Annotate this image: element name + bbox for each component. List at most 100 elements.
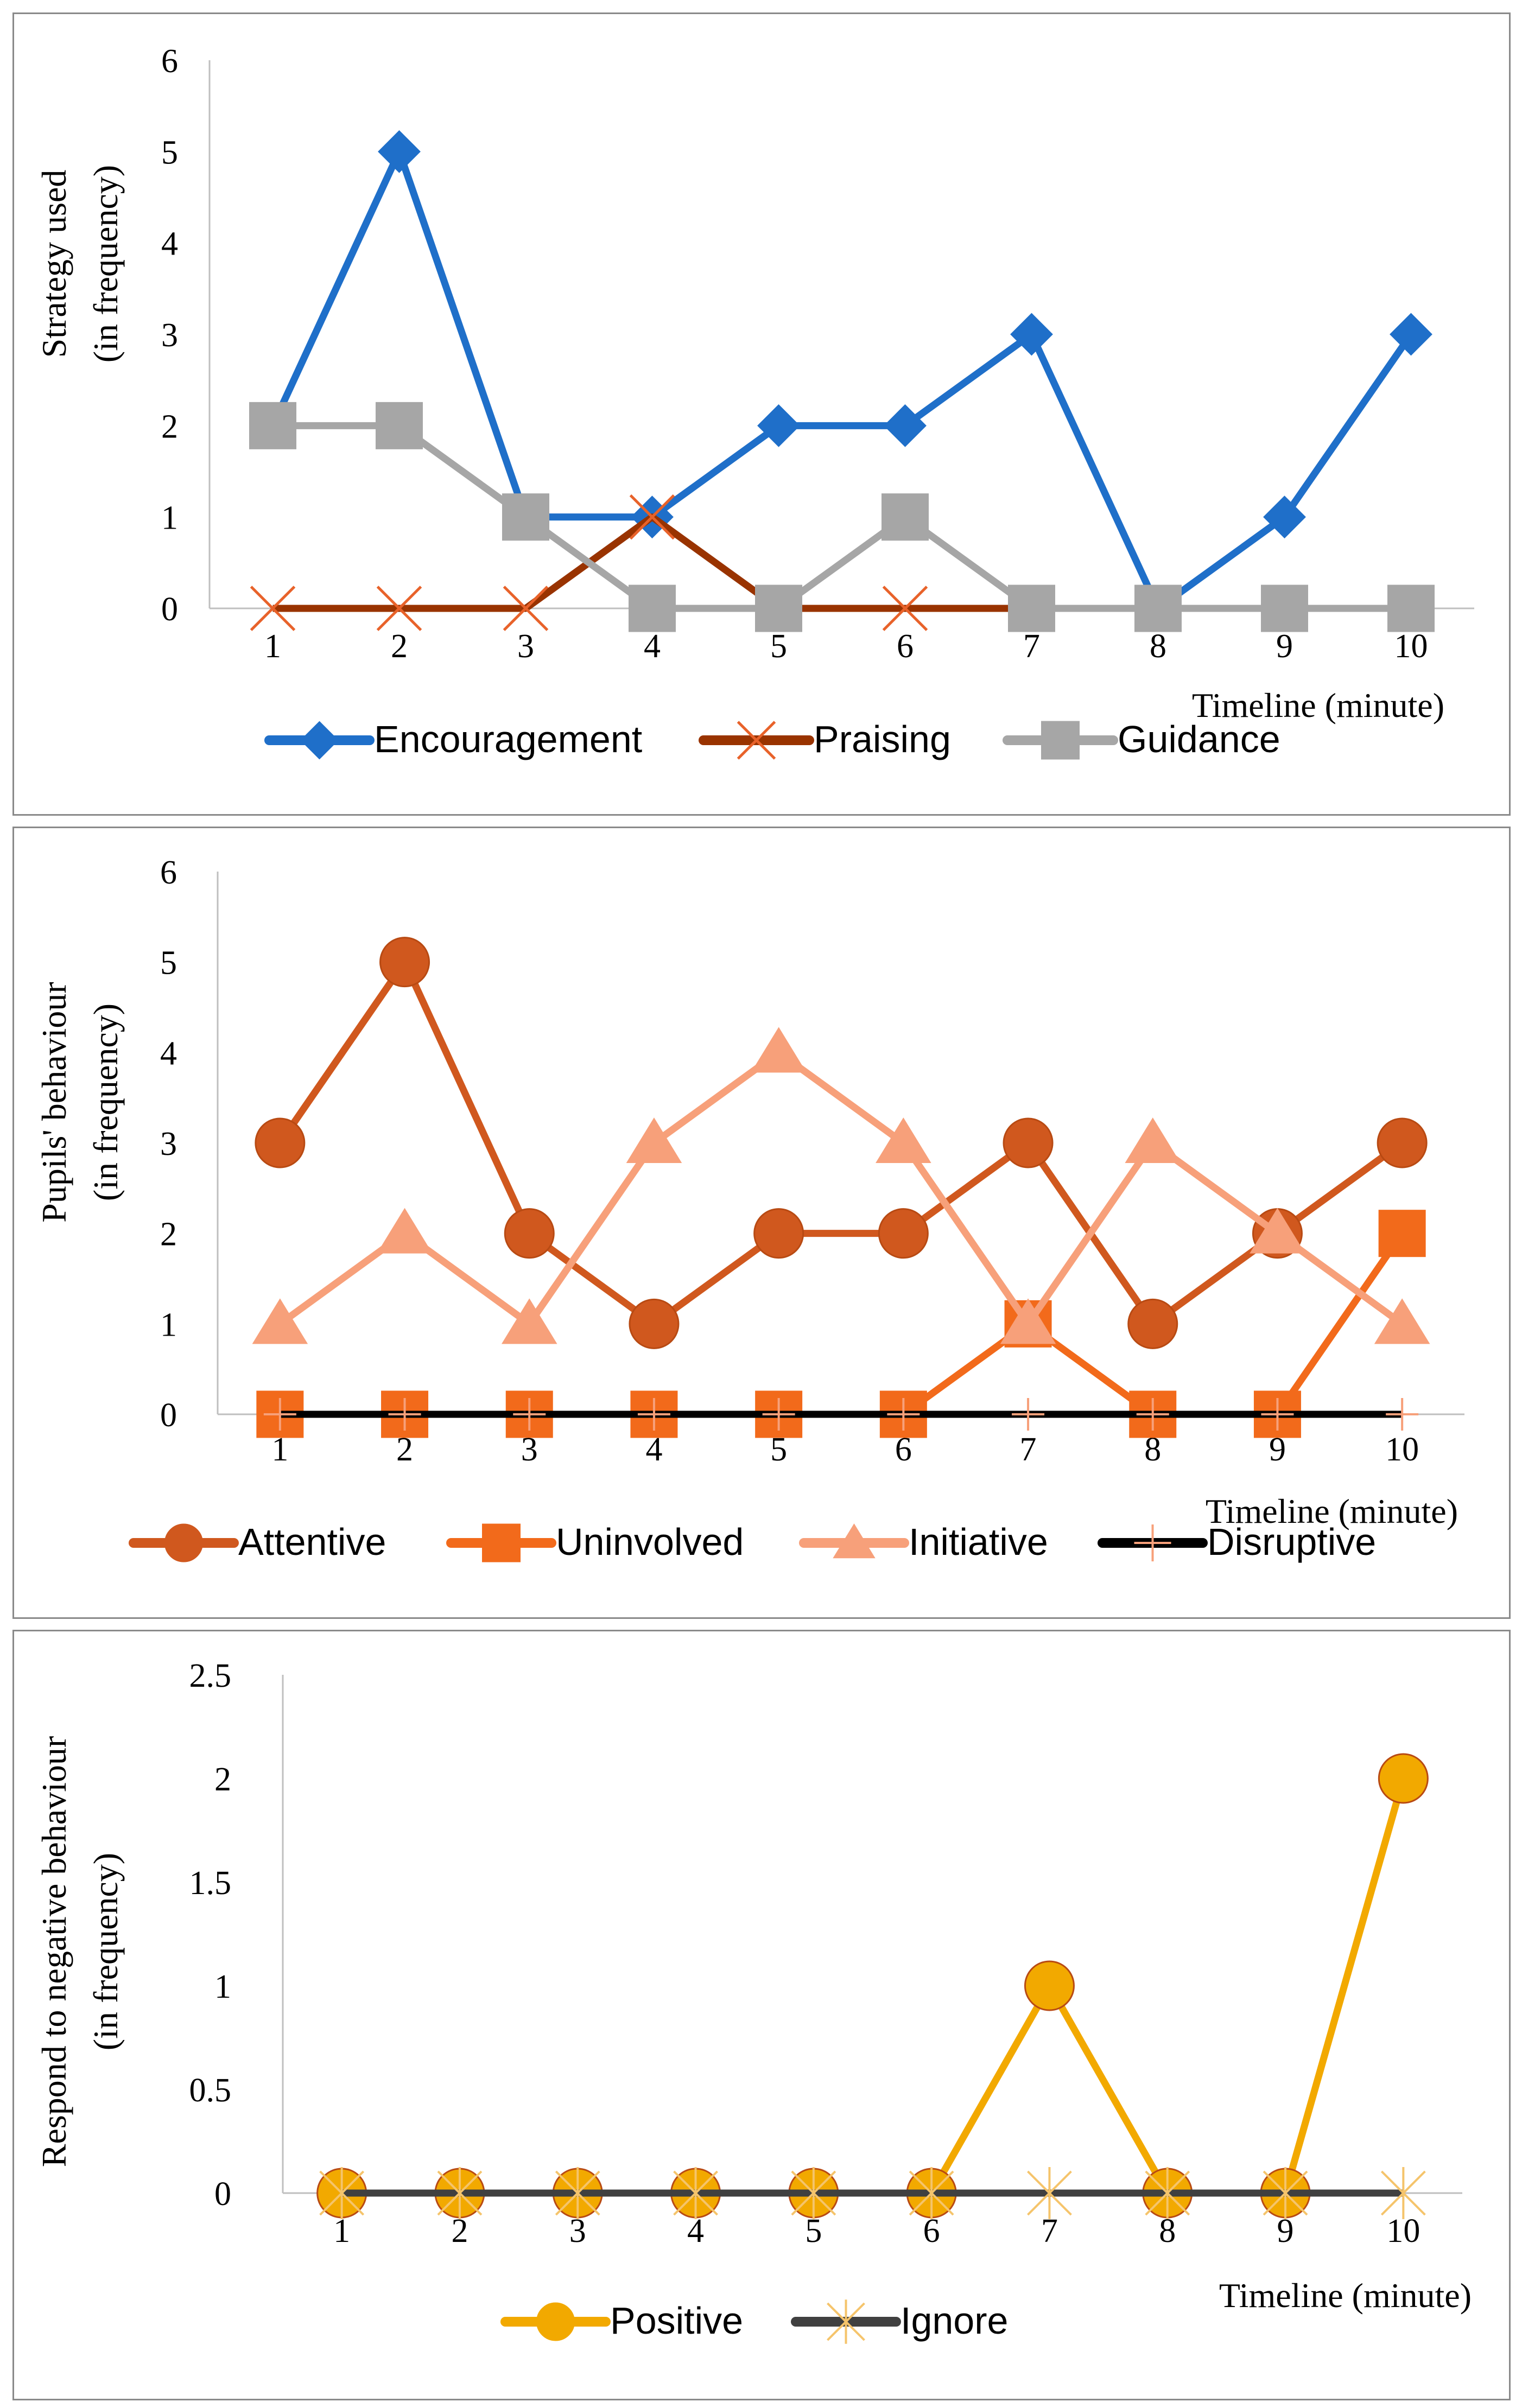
series-line-uninvolved — [280, 1231, 1405, 1418]
data-point-encouragement — [1390, 313, 1432, 356]
legend: Positive Ignore — [500, 2299, 1008, 2344]
data-point-initiative — [252, 1298, 308, 1344]
data-point-ignore — [319, 2167, 365, 2219]
data-point-disruptive — [1261, 1398, 1294, 1431]
y-tick-label: 0 — [161, 591, 178, 628]
series-guidance — [249, 402, 1435, 632]
data-point-disruptive — [1136, 1398, 1169, 1431]
data-point-guidance — [502, 493, 549, 541]
data-point-initiative — [377, 1208, 433, 1254]
data-point-initiative — [876, 1117, 931, 1163]
data-point-ignore — [909, 2167, 954, 2219]
data-point-initiative — [1000, 1298, 1056, 1344]
pupils-behaviour-chart-panel: 0 1 2 3 4 5 6 1 2 3 4 5 6 7 8 9 10 Timeline (minute) Pupil… — [12, 827, 1511, 1619]
x-axis-title: Timeline (minute) — [1206, 1492, 1458, 1530]
data-point-ignore — [1145, 2167, 1190, 2219]
x-tick-label: 5 — [770, 628, 787, 665]
legend-marker — [1041, 721, 1080, 760]
y-axis-title: Respond to negative behaviour — [35, 1736, 73, 2167]
legend: Encouragement Praising Guidance — [264, 718, 1280, 760]
series-line-positive — [341, 1777, 1407, 2197]
data-point-initiative — [626, 1117, 682, 1163]
legend-marker — [737, 721, 776, 760]
y-axis-title-line2: (in frequency) — [86, 165, 125, 363]
data-point-attentive — [753, 1208, 804, 1259]
data-point-attentive — [255, 1117, 306, 1168]
data-point-disruptive — [762, 1398, 795, 1431]
data-point-disruptive — [887, 1398, 920, 1431]
legend-item-ignore: Ignore — [791, 2299, 1008, 2344]
data-point-attentive — [504, 1208, 555, 1259]
series-line-guidance — [272, 422, 1411, 612]
data-point-guidance — [882, 493, 929, 541]
x-tick-label: 7 — [1020, 1431, 1037, 1468]
data-point-praising — [376, 586, 422, 631]
legend-marker — [833, 1523, 876, 1559]
data-point-disruptive — [1012, 1398, 1045, 1431]
x-tick-label: 4 — [644, 628, 661, 665]
y-tick-label: 2 — [160, 1216, 177, 1253]
legend: Attentive Uninvolved Initiative Disruptive — [129, 1521, 1376, 1563]
legend-item-uninvolved: Uninvolved — [446, 1521, 744, 1563]
data-point-attentive — [878, 1208, 929, 1259]
y-tick-label: 1.5 — [189, 1865, 232, 1902]
legend-label: Initiative — [909, 1521, 1048, 1563]
data-point-attentive — [379, 937, 430, 988]
data-point-attentive — [1003, 1117, 1054, 1168]
data-point-ignore — [1027, 2167, 1072, 2219]
data-point-uninvolved — [1378, 1210, 1426, 1257]
series-line-initiative — [278, 1049, 1404, 1327]
legend-label: Encouragement — [374, 718, 642, 760]
legend-label: Uninvolved — [556, 1521, 744, 1563]
data-point-disruptive — [637, 1398, 670, 1431]
series-disruptive — [263, 1398, 1419, 1431]
legend-marker — [827, 2299, 865, 2344]
legend-item-initiative: Initiative — [799, 1521, 1048, 1563]
data-point-ignore — [1263, 2167, 1308, 2219]
data-point-encouragement — [757, 404, 800, 447]
data-point-guidance — [249, 402, 296, 449]
data-point-guidance — [1387, 584, 1435, 632]
legend-item-positive: Positive — [500, 2299, 743, 2342]
y-axis-title-line2: (in frequency) — [86, 1853, 125, 2050]
legend-marker — [164, 1523, 203, 1562]
series-encouragement — [251, 130, 1432, 630]
legend-item-disruptive: Disruptive — [1098, 1521, 1376, 1563]
legend-marker — [300, 721, 339, 760]
legend-label: Ignore — [900, 2299, 1008, 2342]
series-uninvolved — [256, 1210, 1426, 1438]
y-axis-title: Pupils' behaviour — [35, 982, 73, 1223]
data-point-encouragement — [378, 130, 421, 173]
data-point-encouragement — [1010, 313, 1053, 356]
legend-label: Guidance — [1118, 718, 1280, 760]
x-tick-label: 10 — [1394, 628, 1428, 665]
data-point-attentive — [1127, 1298, 1178, 1349]
y-axis-title-line2: (in frequency) — [86, 1003, 125, 1201]
negative-behaviour-response-chart-panel: 0 0.5 1 1.5 2 2.5 1 2 3 4 5 6 7 8 9 10 Timeline (minute)… — [12, 1630, 1511, 2400]
series-ignore — [319, 2167, 1426, 2219]
data-point-encouragement — [884, 404, 927, 447]
data-point-positive — [1024, 1960, 1075, 2011]
y-tick-label: 1 — [214, 1968, 231, 2005]
legend-item-guidance: Guidance — [1003, 718, 1280, 760]
y-tick-label: 3 — [161, 317, 178, 354]
y-tick-label: 4 — [161, 226, 178, 263]
data-point-attentive — [629, 1298, 680, 1349]
data-point-guidance — [376, 402, 423, 449]
y-tick-label: 3 — [160, 1126, 177, 1162]
data-point-praising — [629, 494, 675, 540]
x-tick-label: 10 — [1385, 1431, 1419, 1468]
data-point-attentive — [1377, 1117, 1428, 1168]
legend-label: Positive — [610, 2299, 743, 2342]
data-point-initiative — [1125, 1117, 1181, 1163]
series-line-attentive — [277, 958, 1404, 1327]
y-tick-label: 6 — [161, 43, 178, 80]
legend-marker — [536, 2302, 575, 2341]
series-line-encouragement — [269, 148, 1414, 612]
x-tick-label: 9 — [1276, 628, 1293, 665]
data-point-disruptive — [388, 1398, 421, 1431]
data-point-disruptive — [1386, 1398, 1419, 1431]
data-point-disruptive — [513, 1398, 546, 1431]
